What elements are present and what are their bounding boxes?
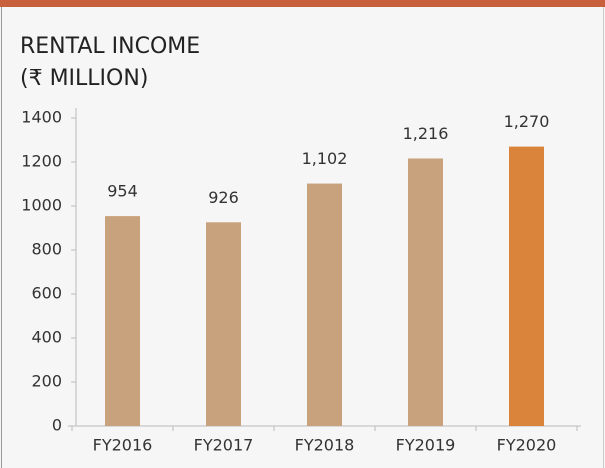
chart-title: RENTAL INCOME (20, 34, 200, 59)
value-label: 1,270 (504, 112, 550, 131)
x-tick-label: FY2019 (396, 436, 456, 455)
y-tick-label: 400 (31, 328, 62, 347)
x-tick-label: FY2017 (194, 436, 254, 455)
value-label: 954 (107, 182, 138, 201)
bar (509, 146, 544, 426)
y-tick-label: 600 (31, 284, 62, 303)
x-tick-label: FY2016 (93, 436, 153, 455)
value-label: 926 (208, 188, 239, 207)
x-tick-label: FY2018 (295, 436, 355, 455)
y-tick-label: 0 (52, 416, 62, 435)
bar (105, 216, 140, 426)
top-border (0, 0, 605, 7)
y-tick-label: 1200 (21, 152, 62, 171)
x-tick-label: FY2020 (497, 436, 557, 455)
y-tick-label: 1400 (21, 108, 62, 127)
y-tick-label: 1000 (21, 196, 62, 215)
y-tick-label: 200 (31, 372, 62, 391)
y-tick-label: 800 (31, 240, 62, 259)
bar (307, 183, 342, 426)
bar (408, 158, 443, 427)
bar (206, 222, 241, 426)
value-label: 1,102 (302, 149, 348, 168)
chart-subtitle: (₹ MILLION) (20, 66, 148, 91)
value-label: 1,216 (403, 124, 449, 143)
